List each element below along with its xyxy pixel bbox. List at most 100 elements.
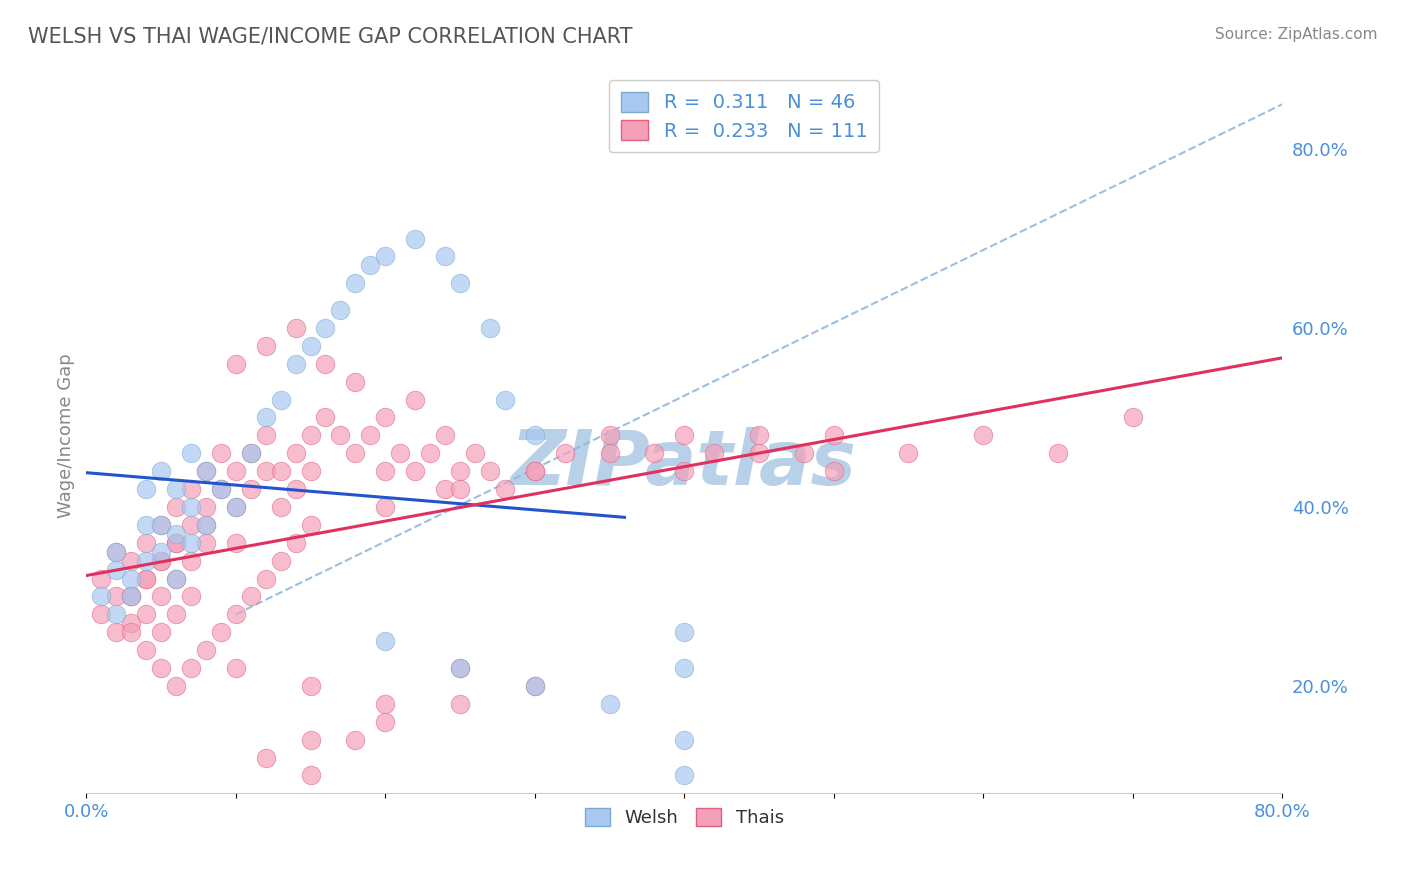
Point <box>523 464 546 478</box>
Point <box>180 482 202 496</box>
Point <box>120 590 142 604</box>
Point <box>150 545 173 559</box>
Text: ZIPatlas: ZIPatlas <box>512 427 858 501</box>
Point <box>239 590 262 604</box>
Point <box>225 357 247 371</box>
Point <box>120 625 142 640</box>
Point <box>225 535 247 549</box>
Point <box>194 535 217 549</box>
Point <box>225 464 247 478</box>
Point <box>314 321 336 335</box>
Point <box>135 517 157 532</box>
Point <box>374 410 396 425</box>
Point <box>1046 446 1069 460</box>
Point <box>254 572 277 586</box>
Point <box>239 446 262 460</box>
Point <box>404 392 426 407</box>
Point <box>284 357 307 371</box>
Point <box>419 446 441 460</box>
Point <box>194 464 217 478</box>
Point <box>254 410 277 425</box>
Point <box>494 392 516 407</box>
Point <box>823 428 845 442</box>
Point <box>165 535 187 549</box>
Point <box>897 446 920 460</box>
Point <box>254 464 277 478</box>
Point <box>494 482 516 496</box>
Point <box>643 446 665 460</box>
Point <box>344 375 367 389</box>
Point <box>599 697 621 711</box>
Point <box>105 625 128 640</box>
Point <box>270 464 292 478</box>
Text: Source: ZipAtlas.com: Source: ZipAtlas.com <box>1215 27 1378 42</box>
Point <box>523 464 546 478</box>
Text: WELSH VS THAI WAGE/INCOME GAP CORRELATION CHART: WELSH VS THAI WAGE/INCOME GAP CORRELATIO… <box>28 27 633 46</box>
Point <box>449 277 471 291</box>
Y-axis label: Wage/Income Gap: Wage/Income Gap <box>58 353 75 517</box>
Point <box>478 464 501 478</box>
Point <box>314 410 336 425</box>
Point <box>209 482 232 496</box>
Point <box>180 590 202 604</box>
Point <box>194 643 217 657</box>
Point <box>165 607 187 622</box>
Point <box>374 634 396 648</box>
Point <box>673 732 696 747</box>
Point <box>449 697 471 711</box>
Point <box>404 231 426 245</box>
Point <box>105 545 128 559</box>
Point <box>344 446 367 460</box>
Point <box>449 482 471 496</box>
Point <box>165 482 187 496</box>
Point <box>823 464 845 478</box>
Point <box>120 554 142 568</box>
Point <box>254 428 277 442</box>
Point <box>180 517 202 532</box>
Point <box>523 428 546 442</box>
Point <box>389 446 412 460</box>
Point <box>135 535 157 549</box>
Point <box>404 464 426 478</box>
Point <box>344 277 367 291</box>
Point <box>120 590 142 604</box>
Point <box>150 464 173 478</box>
Point <box>478 321 501 335</box>
Point <box>150 554 173 568</box>
Point <box>359 428 381 442</box>
Point <box>270 500 292 514</box>
Point <box>135 554 157 568</box>
Point <box>90 572 112 586</box>
Point <box>314 357 336 371</box>
Point <box>120 590 142 604</box>
Point <box>120 616 142 631</box>
Point <box>748 446 770 460</box>
Legend: Welsh, Thais: Welsh, Thais <box>578 801 792 834</box>
Point <box>180 535 202 549</box>
Point <box>554 446 576 460</box>
Point <box>299 464 322 478</box>
Point <box>299 732 322 747</box>
Point <box>180 661 202 675</box>
Point <box>284 482 307 496</box>
Point <box>194 464 217 478</box>
Point <box>464 446 486 460</box>
Point <box>135 572 157 586</box>
Point <box>299 768 322 782</box>
Point <box>299 679 322 693</box>
Point <box>150 625 173 640</box>
Point <box>703 446 725 460</box>
Point <box>209 625 232 640</box>
Point <box>150 517 173 532</box>
Point <box>239 482 262 496</box>
Point <box>165 572 187 586</box>
Point <box>135 482 157 496</box>
Point <box>523 679 546 693</box>
Point <box>673 768 696 782</box>
Point <box>434 428 457 442</box>
Point <box>299 517 322 532</box>
Point <box>105 545 128 559</box>
Point <box>225 607 247 622</box>
Point <box>239 446 262 460</box>
Point <box>449 464 471 478</box>
